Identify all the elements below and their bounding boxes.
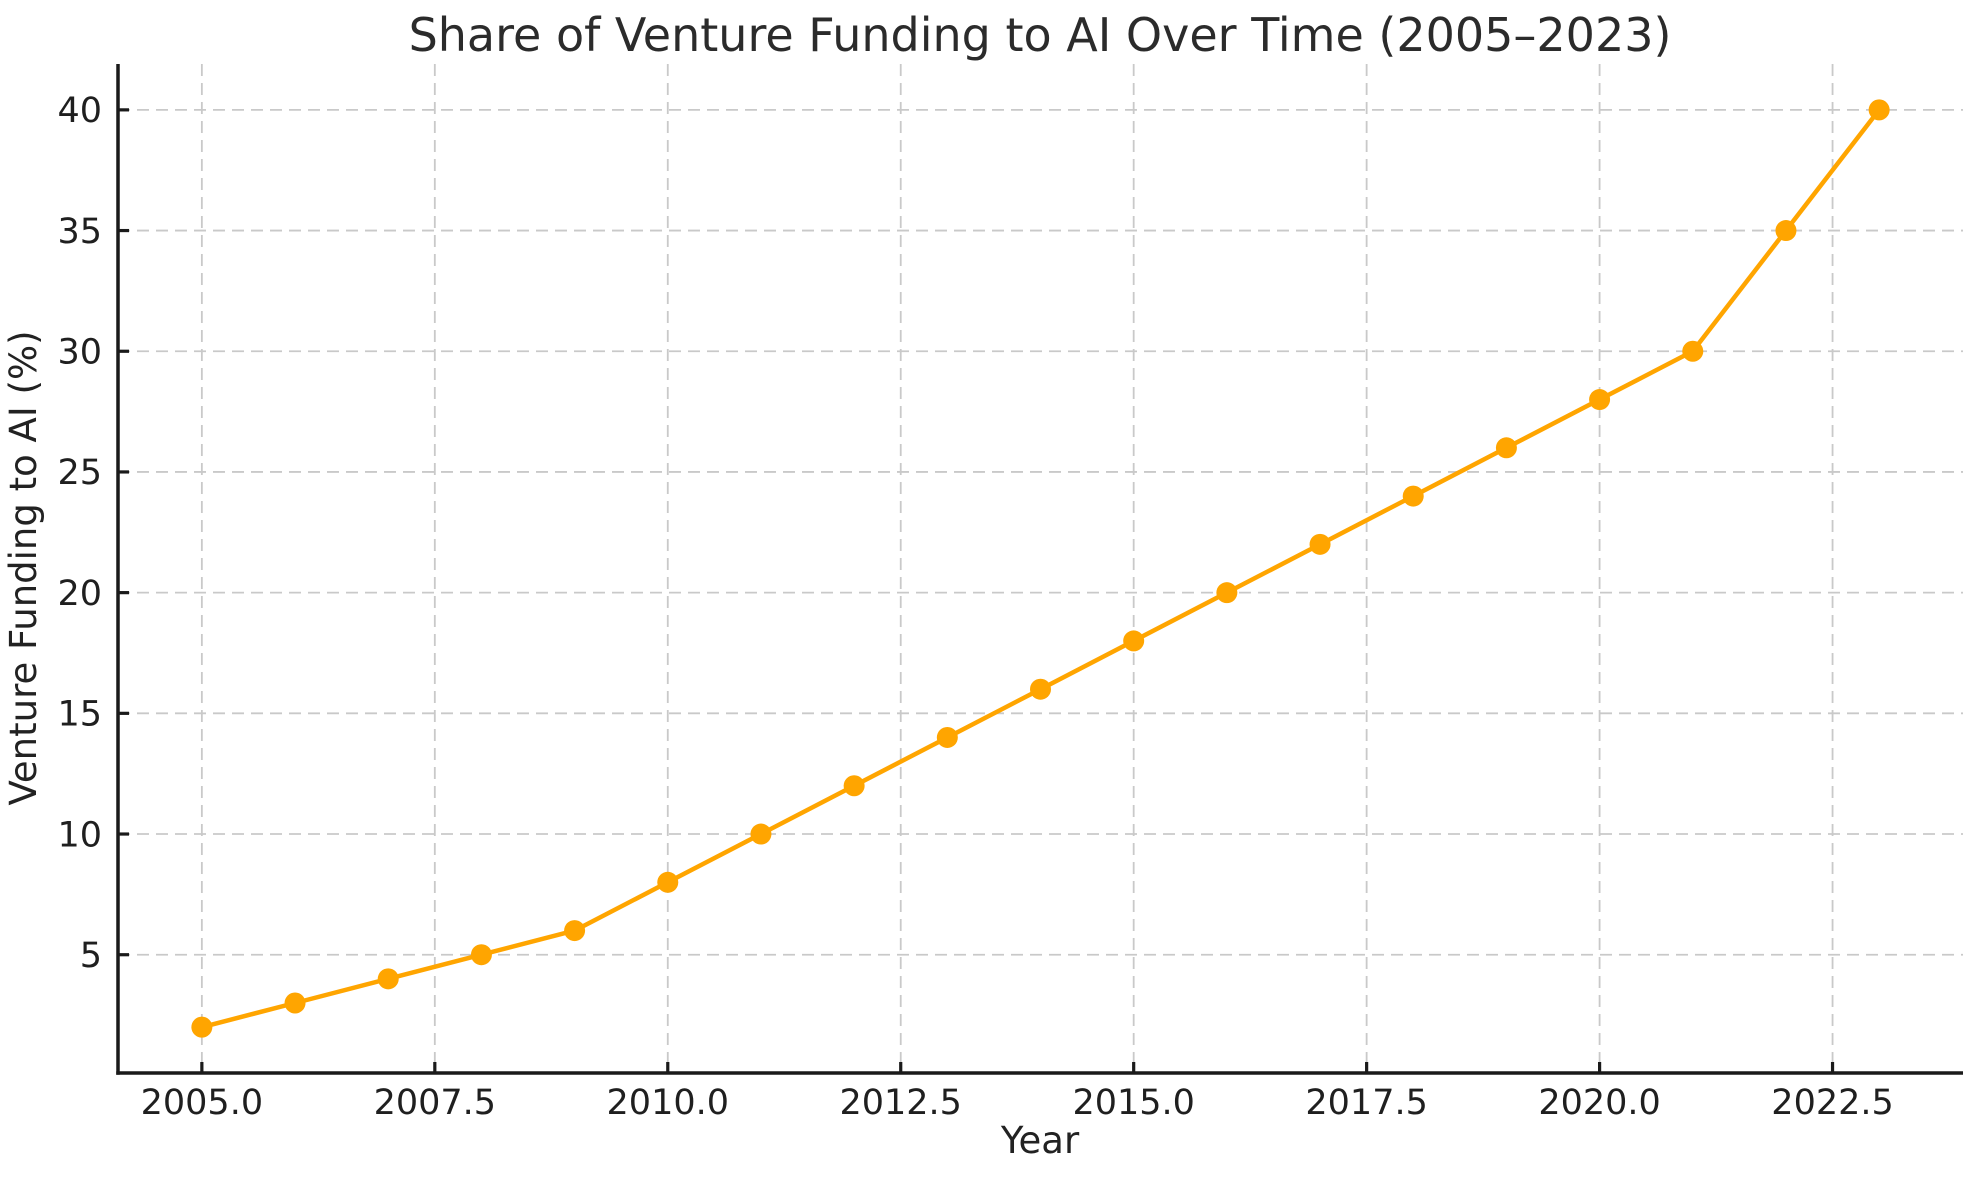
data-line bbox=[199, 107, 1882, 1030]
x-tick-label: 2007.5 bbox=[374, 1083, 496, 1123]
data-point-marker bbox=[1775, 220, 1797, 242]
y-axis-label: Venture Funding to AI (%) bbox=[2, 330, 45, 805]
data-point-marker bbox=[1682, 340, 1704, 362]
y-tick-label: 30 bbox=[57, 333, 102, 373]
y-tick-label: 5 bbox=[80, 936, 102, 976]
y-tick-label: 25 bbox=[57, 453, 102, 493]
data-point-marker bbox=[1402, 485, 1424, 507]
data-point-marker bbox=[1868, 99, 1890, 121]
data-point-marker bbox=[936, 726, 958, 748]
data-point-marker bbox=[1030, 678, 1051, 700]
y-tick-label: 40 bbox=[57, 91, 102, 131]
x-tick-label: 2015.0 bbox=[1072, 1083, 1194, 1123]
data-series-layer bbox=[191, 99, 1890, 1038]
x-tick-label: 2020.0 bbox=[1538, 1083, 1660, 1123]
data-point-marker bbox=[750, 823, 772, 845]
chart-title: Share of Venture Funding to AI Over Time… bbox=[409, 8, 1672, 62]
data-point-marker bbox=[1495, 437, 1517, 459]
y-tick-label: 35 bbox=[57, 212, 102, 252]
data-point-marker bbox=[657, 871, 679, 893]
data-point-marker bbox=[284, 992, 306, 1014]
data-point-marker bbox=[1123, 630, 1145, 652]
axis-layer bbox=[116, 64, 1963, 1075]
data-point-marker bbox=[1309, 533, 1331, 555]
x-tick-label: 2010.0 bbox=[607, 1083, 729, 1123]
x-tick-label: 2012.5 bbox=[839, 1083, 961, 1123]
data-point-marker bbox=[564, 920, 586, 942]
data-point-marker bbox=[191, 1016, 213, 1038]
y-tick-label: 15 bbox=[57, 695, 102, 735]
grid-layer bbox=[118, 64, 1963, 1073]
y-tick-label: 10 bbox=[57, 815, 102, 855]
x-tick-label: 2022.5 bbox=[1771, 1083, 1893, 1123]
data-point-marker bbox=[1216, 582, 1238, 604]
x-tick-label: 2005.0 bbox=[141, 1083, 263, 1123]
data-point-marker bbox=[843, 775, 865, 797]
x-tick-label: 2017.5 bbox=[1305, 1083, 1427, 1123]
data-point-marker bbox=[470, 944, 492, 966]
x-axis-label: Year bbox=[1000, 1119, 1080, 1162]
data-point-marker bbox=[1589, 389, 1611, 411]
y-tick-label: 20 bbox=[57, 574, 102, 614]
tick-layer: 2005.0 2007.5 2010.0 2012.5 2015.0 2017.5 2020… bbox=[57, 91, 1893, 1123]
data-point-marker bbox=[377, 968, 399, 990]
